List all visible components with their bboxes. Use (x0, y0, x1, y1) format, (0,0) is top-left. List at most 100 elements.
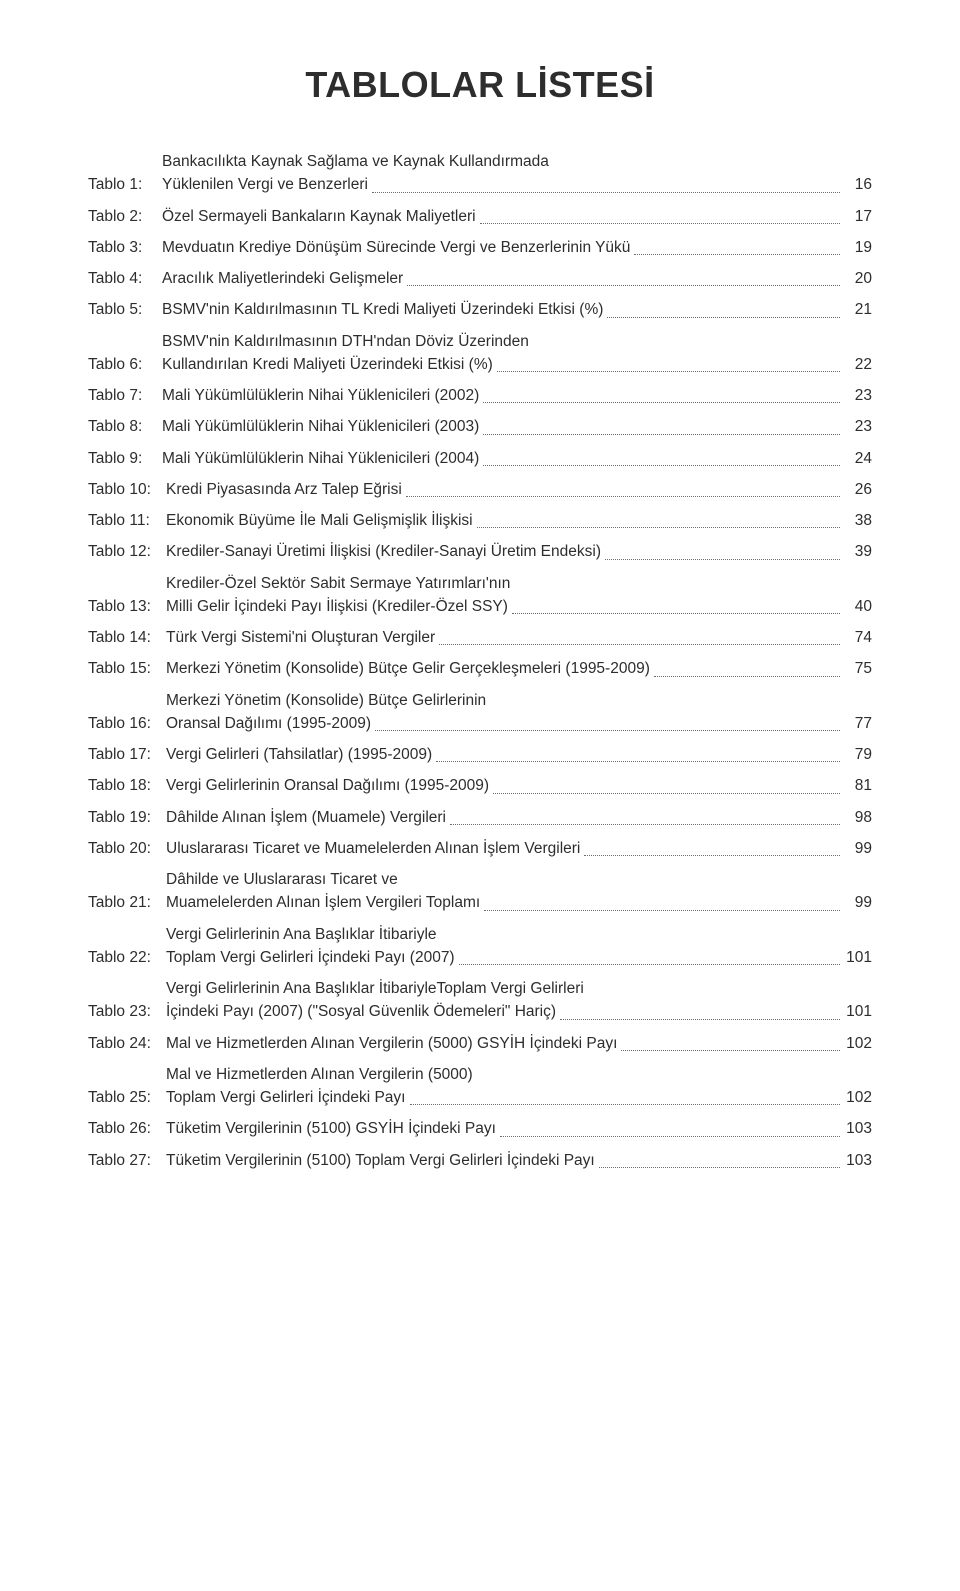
toc-entry-text: Oransal Dağılımı (1995-2009) (166, 712, 371, 735)
toc-entry-label: Tablo 25: (88, 1086, 166, 1109)
toc-leader-dots (500, 1122, 840, 1137)
toc-entry-line: Aracılık Maliyetlerindeki Gelişmeler20 (162, 267, 872, 290)
toc-entry-text: Tüketim Vergilerinin (5100) Toplam Vergi… (166, 1149, 595, 1172)
toc-entry-label: Tablo 26: (88, 1117, 166, 1140)
toc-entry-body: Özel Sermayeli Bankaların Kaynak Maliyet… (162, 205, 872, 228)
toc-entry-label: Tablo 21: (88, 891, 166, 914)
toc-leader-dots (607, 303, 840, 318)
toc-entry-text: Türk Vergi Sistemi'ni Oluşturan Vergiler (166, 626, 435, 649)
toc-row: Tablo 13:Krediler-Özel Sektör Sabit Serm… (88, 572, 872, 619)
toc-entry-body: Ekonomik Büyüme İle Mali Gelişmişlik İli… (166, 509, 872, 532)
toc-row: Tablo 18:Vergi Gelirlerinin Oransal Dağı… (88, 774, 872, 797)
toc-row: Tablo 8:Mali Yükümlülüklerin Nihai Yükle… (88, 415, 872, 438)
toc-entry-body: Krediler-Sanayi Üretimi İlişkisi (Kredil… (166, 540, 872, 563)
toc-entry-page: 23 (844, 415, 872, 438)
toc-entry-page: 16 (844, 173, 872, 196)
toc-entry-line: Mal ve Hizmetlerden Alınan Vergilerin (5… (166, 1032, 872, 1055)
toc-entry-page: 98 (844, 806, 872, 829)
toc-entry-text: Muamelelerden Alınan İşlem Vergileri Top… (166, 891, 480, 914)
toc-entry-body: Merkezi Yönetim (Konsolide) Bütçe Gelir … (166, 657, 872, 680)
toc-entry-label: Tablo 27: (88, 1149, 166, 1172)
toc-entry-page: 22 (844, 353, 872, 376)
toc-row: Tablo 1:Bankacılıkta Kaynak Sağlama ve K… (88, 150, 872, 197)
toc-leader-dots (599, 1153, 840, 1168)
toc-entry-body: Mali Yükümlülüklerin Nihai Yüklenicileri… (162, 447, 872, 470)
toc-entry-label: Tablo 23: (88, 1000, 166, 1023)
toc-row: Tablo 16:Merkezi Yönetim (Konsolide) Büt… (88, 689, 872, 736)
toc-entry-page: 99 (844, 837, 872, 860)
toc-entry-body: Dâhilde ve Uluslararası Ticaret veMuamel… (166, 868, 872, 915)
toc-leader-dots (497, 357, 840, 372)
toc-row: Tablo 19:Dâhilde Alınan İşlem (Muamele) … (88, 806, 872, 829)
toc-entry-label: Tablo 9: (88, 447, 162, 470)
toc-entry-label: Tablo 11: (88, 509, 166, 532)
toc-entry-label: Tablo 14: (88, 626, 166, 649)
toc-entry-body: Türk Vergi Sistemi'ni Oluşturan Vergiler… (166, 626, 872, 649)
toc-entry-body: Tüketim Vergilerinin (5100) GSYİH İçinde… (166, 1117, 872, 1140)
toc-entry-text: Mevduatın Krediye Dönüşüm Sürecinde Verg… (162, 236, 630, 259)
toc-entry-body: Uluslararası Ticaret ve Muamelelerden Al… (166, 837, 872, 860)
toc-entry-text: Bankacılıkta Kaynak Sağlama ve Kaynak Ku… (162, 150, 872, 173)
table-of-contents: Tablo 1:Bankacılıkta Kaynak Sağlama ve K… (88, 150, 872, 1172)
toc-entry-label: Tablo 1: (88, 173, 162, 196)
toc-leader-dots (480, 209, 840, 224)
toc-entry-label: Tablo 5: (88, 298, 162, 321)
toc-entry-body: Mevduatın Krediye Dönüşüm Sürecinde Verg… (162, 236, 872, 259)
toc-row: Tablo 23:Vergi Gelirlerinin Ana Başlıkla… (88, 977, 872, 1024)
toc-leader-dots (483, 388, 840, 403)
toc-entry-line: Tüketim Vergilerinin (5100) Toplam Vergi… (166, 1149, 872, 1172)
toc-row: Tablo 22:Vergi Gelirlerinin Ana Başlıkla… (88, 923, 872, 970)
toc-entry-line: Toplam Vergi Gelirleri İçindeki Payı (20… (166, 946, 872, 969)
toc-entry-body: Tüketim Vergilerinin (5100) Toplam Vergi… (166, 1149, 872, 1172)
toc-entry-label: Tablo 7: (88, 384, 162, 407)
toc-entry-body: Merkezi Yönetim (Konsolide) Bütçe Gelirl… (166, 689, 872, 736)
toc-entry-page: 102 (844, 1032, 872, 1055)
toc-entry-page: 74 (844, 626, 872, 649)
toc-leader-dots (372, 178, 840, 193)
toc-entry-text: BSMV'nin Kaldırılmasının DTH'ndan Döviz … (162, 330, 872, 353)
toc-row: Tablo 17:Vergi Gelirleri (Tahsilatlar) (… (88, 743, 872, 766)
toc-entry-line: Milli Gelir İçindeki Payı İlişkisi (Kred… (166, 595, 872, 618)
toc-row: Tablo 15:Merkezi Yönetim (Konsolide) Büt… (88, 657, 872, 680)
toc-entry-line: Vergi Gelirlerinin Oransal Dağılımı (199… (166, 774, 872, 797)
toc-entry-label: Tablo 18: (88, 774, 166, 797)
toc-entry-page: 19 (844, 236, 872, 259)
toc-entry-line: Krediler-Sanayi Üretimi İlişkisi (Kredil… (166, 540, 872, 563)
toc-entry-page: 38 (844, 509, 872, 532)
toc-leader-dots (450, 810, 840, 825)
toc-row: Tablo 3:Mevduatın Krediye Dönüşüm Süreci… (88, 236, 872, 259)
toc-entry-text: Merkezi Yönetim (Konsolide) Bütçe Gelirl… (166, 689, 872, 712)
toc-entry-body: Mal ve Hizmetlerden Alınan Vergilerin (5… (166, 1063, 872, 1110)
toc-entry-page: 20 (844, 267, 872, 290)
toc-leader-dots (375, 716, 840, 731)
toc-entry-text: Tüketim Vergilerinin (5100) GSYİH İçinde… (166, 1117, 496, 1140)
toc-entry-label: Tablo 13: (88, 595, 166, 618)
toc-row: Tablo 2:Özel Sermayeli Bankaların Kaynak… (88, 205, 872, 228)
toc-entry-page: 81 (844, 774, 872, 797)
toc-entry-text: Özel Sermayeli Bankaların Kaynak Maliyet… (162, 205, 476, 228)
toc-entry-label: Tablo 4: (88, 267, 162, 290)
toc-entry-line: Toplam Vergi Gelirleri İçindeki Payı102 (166, 1086, 872, 1109)
toc-entry-text: Toplam Vergi Gelirleri İçindeki Payı (166, 1086, 406, 1109)
toc-entry-page: 101 (844, 1000, 872, 1023)
toc-entry-label: Tablo 6: (88, 353, 162, 376)
toc-leader-dots (436, 747, 840, 762)
toc-row: Tablo 27:Tüketim Vergilerinin (5100) Top… (88, 1149, 872, 1172)
toc-entry-page: 77 (844, 712, 872, 735)
toc-entry-page: 17 (844, 205, 872, 228)
toc-entry-page: 21 (844, 298, 872, 321)
toc-entry-label: Tablo 3: (88, 236, 162, 259)
page-container: TABLOLAR LİSTESİ Tablo 1:Bankacılıkta Ka… (0, 0, 960, 1260)
toc-entry-label: Tablo 12: (88, 540, 166, 563)
toc-row: Tablo 10:Kredi Piyasasında Arz Talep Eğr… (88, 478, 872, 501)
toc-entry-text: Kullandırılan Kredi Maliyeti Üzerindeki … (162, 353, 493, 376)
toc-entry-page: 103 (844, 1117, 872, 1140)
toc-entry-label: Tablo 15: (88, 657, 166, 680)
toc-entry-line: Türk Vergi Sistemi'ni Oluşturan Vergiler… (166, 626, 872, 649)
toc-entry-body: Vergi Gelirlerinin Ana Başlıklar İtibari… (166, 923, 872, 970)
toc-entry-page: 79 (844, 743, 872, 766)
toc-entry-line: Mali Yükümlülüklerin Nihai Yüklenicileri… (162, 384, 872, 407)
toc-row: Tablo 26:Tüketim Vergilerinin (5100) GSY… (88, 1117, 872, 1140)
toc-entry-text: Krediler-Özel Sektör Sabit Sermaye Yatır… (166, 572, 872, 595)
toc-entry-text: Uluslararası Ticaret ve Muamelelerden Al… (166, 837, 580, 860)
